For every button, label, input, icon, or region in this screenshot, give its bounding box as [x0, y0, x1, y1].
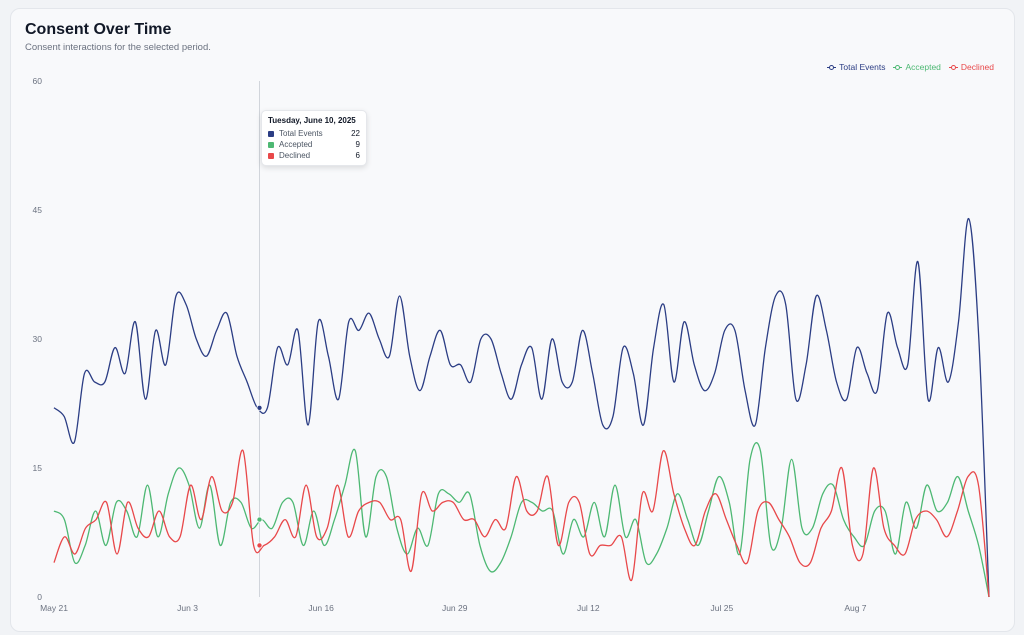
y-tick-label: 45 [33, 205, 43, 215]
x-axis: May 21 Jun 3 Jun 16 Jun 29 Jul 12 Jul 25 Aug 7 [40, 603, 867, 613]
tooltip-value-accepted: 9 [355, 140, 360, 149]
x-tick-label: Jun 16 [308, 603, 334, 613]
highlight-point-total [256, 404, 263, 411]
tooltip-row-declined: Declined 6 [268, 150, 360, 161]
y-tick-label: 60 [33, 76, 43, 86]
tooltip-swatch-total [268, 130, 274, 137]
legend-item-declined[interactable]: Declined [948, 62, 994, 72]
tooltip-label-accepted: Accepted [279, 140, 313, 149]
x-tick-label: Aug 7 [844, 603, 866, 613]
tooltip-swatch-accepted [268, 141, 274, 148]
tooltip-label-declined: Declined [279, 151, 311, 160]
x-tick-label: Jul 12 [577, 603, 600, 613]
chart-legend: Total Events Accepted Declined [827, 62, 994, 72]
y-tick-label: 30 [33, 334, 43, 344]
legend-label-accepted: Accepted [905, 62, 941, 72]
chart-card: Consent Over Time Consent interactions f… [10, 8, 1015, 632]
tooltip-swatch-declined [268, 152, 274, 159]
chart-tooltip: Tuesday, June 10, 2025 Total Events 22 A… [261, 110, 367, 166]
tooltip-date: Tuesday, June 10, 2025 [268, 116, 356, 125]
highlight-point-accepted [256, 516, 263, 523]
legend-item-accepted[interactable]: Accepted [893, 62, 941, 72]
highlight-points [256, 404, 263, 549]
legend-line-marker-icon [948, 64, 958, 71]
legend-line-marker-icon [827, 64, 837, 71]
page-title: Consent Over Time [25, 21, 172, 38]
series-line-accepted [53, 442, 990, 598]
tooltip-row-total: Total Events 22 [268, 128, 360, 139]
tooltip-row-accepted: Accepted 9 [268, 139, 360, 150]
x-tick-label: Jun 29 [442, 603, 468, 613]
y-axis: 0 15 30 45 60 [33, 76, 43, 602]
series-lines [53, 217, 990, 598]
tooltip-value-total: 22 [351, 129, 360, 138]
y-tick-label: 15 [33, 463, 43, 473]
tooltip-label-total: Total Events [279, 129, 323, 138]
tooltip-value-declined: 6 [355, 151, 360, 160]
series-line-total [53, 217, 990, 598]
page-subtitle: Consent interactions for the selected pe… [25, 42, 211, 53]
series-line-declined [53, 449, 990, 598]
x-tick-label: Jun 3 [177, 603, 198, 613]
legend-item-total[interactable]: Total Events [827, 62, 885, 72]
x-tick-label: May 21 [40, 603, 68, 613]
y-tick-label: 0 [37, 592, 42, 602]
highlight-point-declined [256, 542, 263, 549]
legend-line-marker-icon [893, 64, 903, 71]
x-tick-label: Jul 25 [711, 603, 734, 613]
legend-label-total: Total Events [839, 62, 886, 72]
legend-label-declined: Declined [960, 62, 994, 72]
